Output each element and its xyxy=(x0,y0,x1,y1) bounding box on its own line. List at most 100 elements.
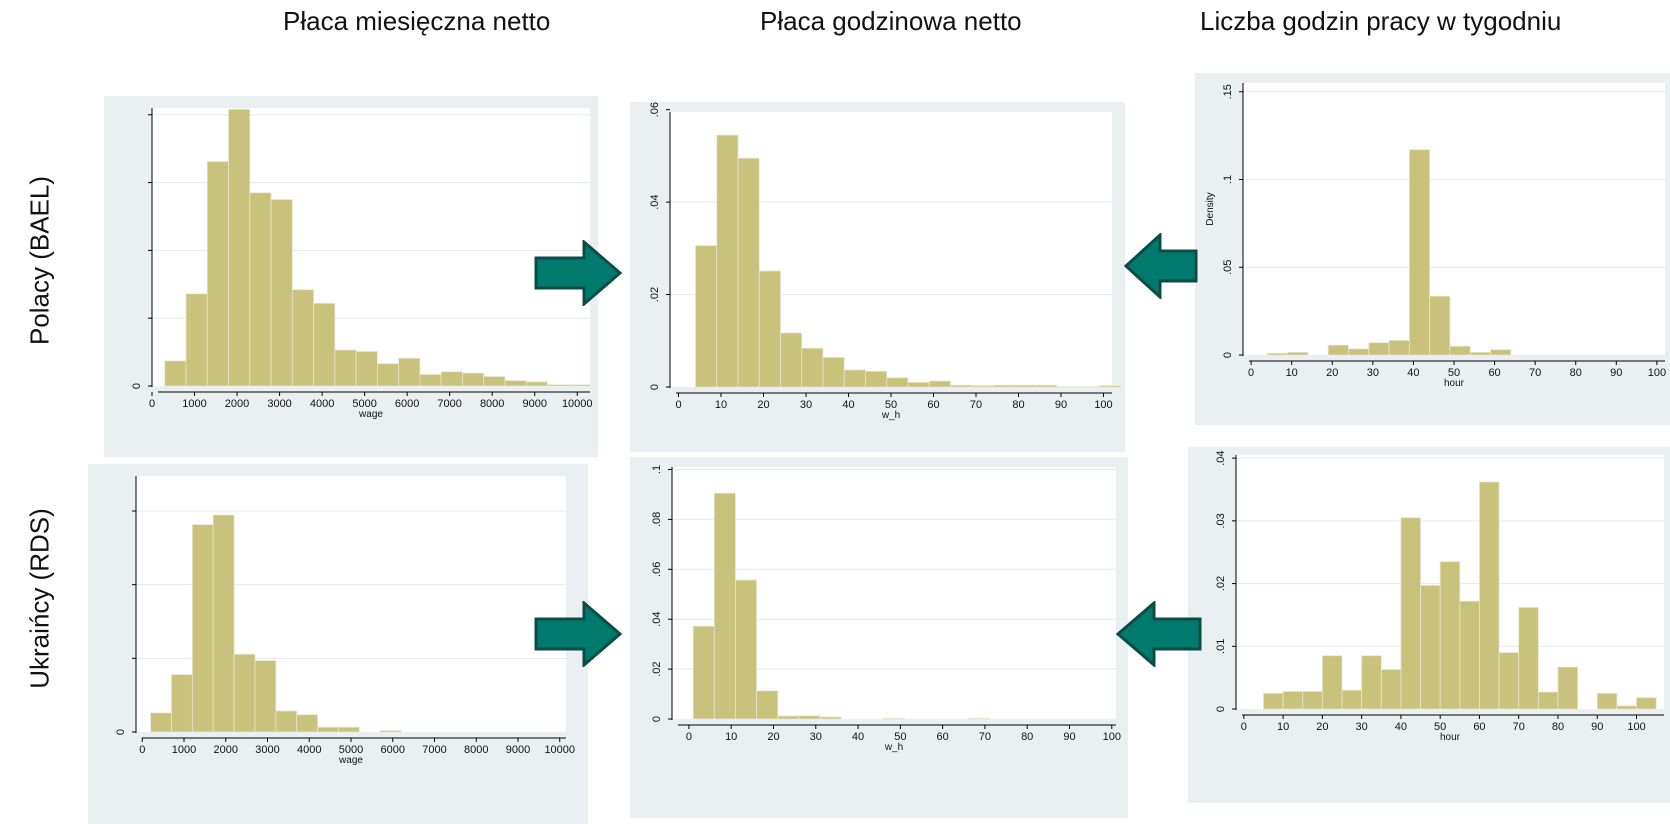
x-tick-label: 30 xyxy=(810,731,822,743)
x-tick-label: 2000 xyxy=(214,744,238,756)
histogram-bar xyxy=(1400,517,1421,710)
histogram-bar xyxy=(971,385,994,388)
x-tick-label: 20 xyxy=(767,731,779,743)
y-tick-label: .04 xyxy=(649,194,661,209)
histogram-bar xyxy=(398,357,421,387)
chart-ukraincy-w_h: 0 10 20 30 40 50 60 70 80 90 100 w_h 0 .02 .04 .06 .08 .1 xyxy=(651,465,1121,753)
histogram-bar xyxy=(928,380,951,388)
histogram-bar xyxy=(212,514,235,733)
x-tick-label: 80 xyxy=(1552,721,1564,733)
histogram-bar xyxy=(547,384,570,387)
histogram-bar xyxy=(504,380,527,387)
histogram-bar xyxy=(716,134,739,388)
x-tick-label: 100 xyxy=(1627,721,1645,733)
panel-ukraincy-w_h: 0 10 20 30 40 50 60 70 80 90 100 w_h 0 .02 .04 .06 .08 .1 xyxy=(630,457,1128,818)
x-tick-label: 40 xyxy=(842,399,854,411)
histogram-bar xyxy=(780,332,803,388)
histogram-bar xyxy=(819,716,842,720)
x-axis-label: hour xyxy=(1444,378,1465,389)
histogram-bar xyxy=(1439,561,1461,710)
histogram-bar xyxy=(313,302,336,387)
column-title-weekly-hours: Liczba godzin pracy w tygodniu xyxy=(1200,6,1562,36)
x-tick-label: 0 xyxy=(139,744,145,756)
histogram-bar xyxy=(735,579,757,720)
histogram-bar xyxy=(254,660,277,733)
x-tick-label: 80 xyxy=(1012,399,1024,411)
x-axis-label: wage xyxy=(338,755,363,766)
arrow-right-icon xyxy=(534,240,622,306)
histogram-bar xyxy=(1348,348,1370,356)
x-tick-label: 80 xyxy=(1021,731,1033,743)
histogram-bar xyxy=(338,726,360,733)
histogram-bar xyxy=(568,384,591,387)
y-tick-label: 0 xyxy=(649,384,661,390)
y-tick-label: .02 xyxy=(649,287,661,302)
histogram-bar xyxy=(185,293,208,387)
histogram-bar xyxy=(419,374,442,387)
x-tick-label: 10000 xyxy=(544,744,575,756)
histogram-bar xyxy=(1420,585,1441,710)
histogram-bar xyxy=(886,377,909,388)
histogram-bar xyxy=(1282,691,1304,710)
histogram-bar xyxy=(1449,345,1471,356)
x-tick-label: 70 xyxy=(1513,721,1525,733)
column-title-hourly-wage: Płaca godzinowa netto xyxy=(760,6,1022,36)
y-tick-label: .04 xyxy=(651,612,663,627)
x-tick-label: 6000 xyxy=(395,398,419,410)
histogram-bar xyxy=(296,714,319,733)
histogram-bar xyxy=(1459,600,1480,710)
chart-ukraincy-hour: 0 10 20 30 40 50 60 70 80 90 100 hour 0 .01 .02 .03 .04 xyxy=(1215,450,1664,743)
panel-polacy-hour: 0 10 20 30 40 50 60 70 80 90 100 hour 0 .05 .1 .15 Densi… xyxy=(1195,73,1670,425)
y-tick-label: .05 xyxy=(1222,260,1234,275)
y-tick-label: 0 xyxy=(115,729,127,735)
histogram-bar xyxy=(1596,692,1618,710)
y-tick-label: .02 xyxy=(1215,576,1227,591)
x-tick-label: 70 xyxy=(1529,367,1541,379)
histogram-bar xyxy=(191,524,214,733)
x-tick-label: 0 xyxy=(1241,721,1247,733)
x-tick-label: 40 xyxy=(852,731,864,743)
histogram-bar xyxy=(376,363,400,387)
chart-ukraincy-wage: 0 1000 2000 3000 4000 5000 6000 7000 8000 9000 100… xyxy=(115,476,575,766)
histogram-bar xyxy=(206,161,229,387)
histogram-bar xyxy=(462,372,485,387)
x-tick-label: 5000 xyxy=(339,744,363,756)
x-tick-label: 7000 xyxy=(437,398,461,410)
chart-polacy-w_h: 0 10 20 30 40 50 60 70 80 90 100 w_h 0 .02 .04 .06 xyxy=(649,102,1121,421)
histogram-bar xyxy=(233,653,256,733)
x-tick-label: 0 xyxy=(686,731,692,743)
x-tick-label: 3000 xyxy=(255,744,279,756)
x-tick-label: 3000 xyxy=(267,398,291,410)
x-tick-label: 60 xyxy=(1473,721,1485,733)
histogram-bar xyxy=(798,715,821,720)
x-tick-label: 20 xyxy=(1316,721,1328,733)
y-tick-label: .03 xyxy=(1215,513,1227,528)
panel-ukraincy-hour: 0 10 20 30 40 50 60 70 80 90 100 hour 0 .01 .02 .03 .04 xyxy=(1188,447,1670,803)
histogram-bar xyxy=(249,192,272,387)
histogram-bar xyxy=(737,157,760,388)
x-tick-label: 0 xyxy=(149,398,155,410)
histogram-bar xyxy=(164,360,187,387)
x-tick-label: 50 xyxy=(1448,367,1460,379)
histogram-bar xyxy=(317,726,339,733)
histogram-bar xyxy=(1098,385,1121,388)
histogram-bar xyxy=(1479,481,1500,710)
y-tick-label: .02 xyxy=(651,661,663,676)
histogram-bar xyxy=(1498,652,1520,710)
histogram-bar xyxy=(865,370,888,388)
x-tick-label: 40 xyxy=(1407,367,1419,379)
x-tick-label: 10 xyxy=(715,399,727,411)
x-tick-label: 7000 xyxy=(422,744,446,756)
x-tick-label: 100 xyxy=(1648,367,1666,379)
histogram-bar xyxy=(355,351,378,387)
histogram-bar xyxy=(907,381,930,388)
x-tick-label: 60 xyxy=(1488,367,1500,379)
histogram-bar xyxy=(483,376,506,387)
y-tick-label: .04 xyxy=(1215,450,1227,465)
histogram-bar xyxy=(1327,344,1349,356)
x-axis-label: wage xyxy=(358,409,383,420)
histogram-bar xyxy=(950,384,973,388)
histogram-bar xyxy=(1302,691,1323,710)
y-tick-label: .1 xyxy=(1222,175,1234,184)
x-tick-label: 90 xyxy=(1610,367,1622,379)
